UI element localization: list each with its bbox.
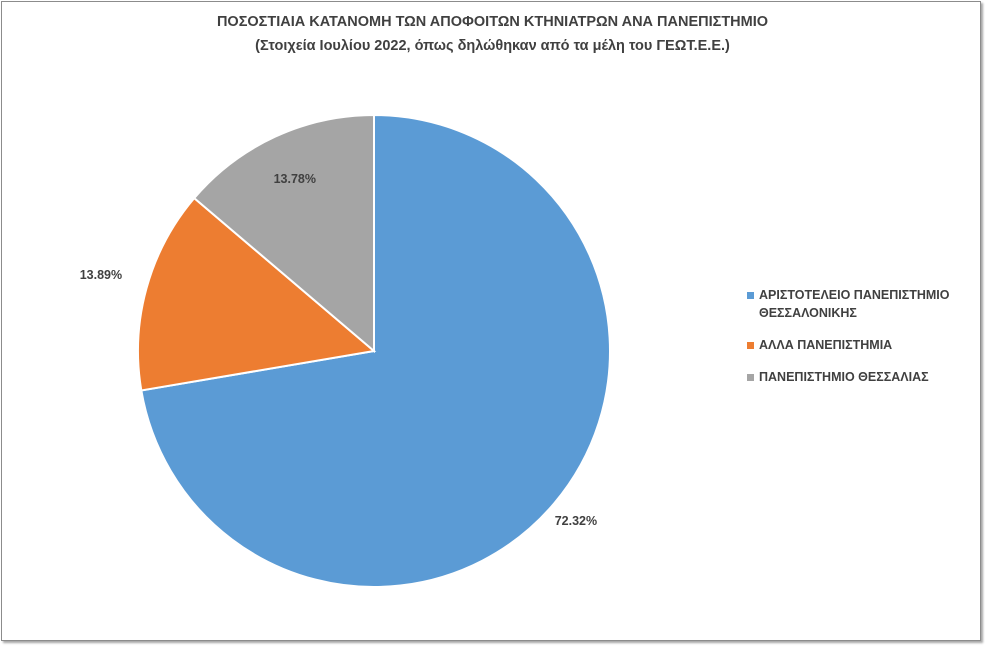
chart-title: ΠΟΣΟΣΤΙΑΙΑ ΚΑΤΑΝΟΜΗ ΤΩΝ ΑΠΟΦΟΙΤΩΝ ΚΤΗΝΙΑ… <box>216 14 769 30</box>
slice-aristotle <box>140 113 611 588</box>
data-label-other: 13.89% <box>80 268 122 282</box>
slice-other <box>137 196 377 392</box>
legend: ΑΡΙΣΤΟΤΕΛΕΙΟ ΠΑΝΕΠΙΣΤΗΜΙΟ ΘΕΣΣΑΛΟΝΙΚΗΣ Α… <box>745 286 980 386</box>
data-label-aristotle: 72.32% <box>555 514 597 528</box>
data-labels: 72.32% 13.89% 13.78% <box>80 172 597 528</box>
legend-label: ΑΛΛΑ ΠΑΝΕΠΙΣΤΗΜΙΑ <box>759 338 893 352</box>
chart-subtitle: (Στοιχεία Ιουλίου 2022, όπως δηλώθηκαν α… <box>255 38 730 54</box>
legend-swatch <box>747 292 754 299</box>
legend-swatch <box>747 374 754 381</box>
slice-thessaly <box>192 113 375 354</box>
legend-label: ΠΑΝΕΠΙΣΤΗΜΙΟ ΘΕΣΣΑΛΙΑΣ <box>759 370 929 384</box>
legend-item-thessaly: ΠΑΝΕΠΙΣΤΗΜΙΟ ΘΕΣΣΑΛΙΑΣ <box>745 368 980 386</box>
legend-item-aristotle: ΑΡΙΣΤΟΤΕΛΕΙΟ ΠΑΝΕΠΙΣΤΗΜΙΟ ΘΕΣΣΑΛΟΝΙΚΗΣ <box>745 286 980 322</box>
legend-item-other: ΑΛΛΑ ΠΑΝΕΠΙΣΤΗΜΙΑ <box>745 336 980 354</box>
pie-slices <box>137 113 611 588</box>
data-label-thessaly: 13.78% <box>274 172 316 186</box>
legend-label: ΑΡΙΣΤΟΤΕΛΕΙΟ ΠΑΝΕΠΙΣΤΗΜΙΟ ΘΕΣΣΑΛΟΝΙΚΗΣ <box>759 288 950 320</box>
legend-swatch <box>747 342 754 349</box>
